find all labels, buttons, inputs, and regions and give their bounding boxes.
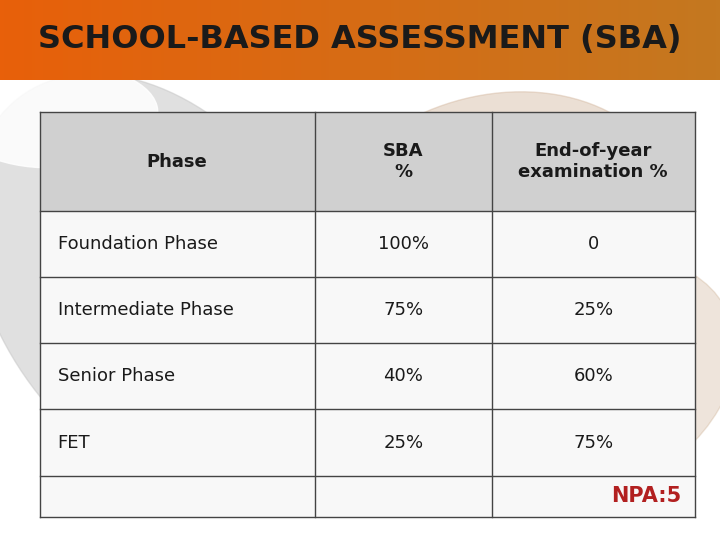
Polygon shape — [315, 211, 492, 277]
Polygon shape — [492, 343, 695, 409]
Text: 60%: 60% — [573, 367, 613, 386]
Text: Foundation Phase: Foundation Phase — [58, 235, 217, 253]
Ellipse shape — [0, 66, 158, 168]
Polygon shape — [40, 211, 315, 277]
Polygon shape — [315, 476, 492, 517]
Ellipse shape — [445, 256, 720, 502]
Polygon shape — [40, 277, 315, 343]
Polygon shape — [315, 112, 492, 211]
Polygon shape — [40, 476, 315, 517]
Polygon shape — [492, 476, 695, 517]
Text: 25%: 25% — [573, 301, 613, 319]
Polygon shape — [315, 409, 492, 476]
Text: NPA:5: NPA:5 — [611, 487, 682, 507]
Polygon shape — [315, 343, 492, 409]
Polygon shape — [40, 409, 315, 476]
Ellipse shape — [0, 74, 347, 500]
Text: 100%: 100% — [378, 235, 428, 253]
Polygon shape — [492, 112, 695, 211]
Polygon shape — [40, 112, 315, 211]
Text: SCHOOL-BASED ASSESSMENT (SBA): SCHOOL-BASED ASSESSMENT (SBA) — [38, 24, 682, 56]
Polygon shape — [40, 343, 315, 409]
Text: Senior Phase: Senior Phase — [58, 367, 175, 386]
Text: Intermediate Phase: Intermediate Phase — [58, 301, 233, 319]
Text: 75%: 75% — [383, 301, 423, 319]
Text: 75%: 75% — [573, 434, 613, 451]
Text: SBA
%: SBA % — [383, 142, 423, 181]
Text: 25%: 25% — [383, 434, 423, 451]
Polygon shape — [492, 211, 695, 277]
Text: End-of-year
examination %: End-of-year examination % — [518, 142, 668, 181]
Ellipse shape — [297, 92, 683, 418]
Text: 0: 0 — [588, 235, 599, 253]
Polygon shape — [492, 409, 695, 476]
Text: 40%: 40% — [383, 367, 423, 386]
Polygon shape — [315, 277, 492, 343]
Text: FET: FET — [58, 434, 90, 451]
Text: Phase: Phase — [147, 153, 207, 171]
Polygon shape — [492, 277, 695, 343]
